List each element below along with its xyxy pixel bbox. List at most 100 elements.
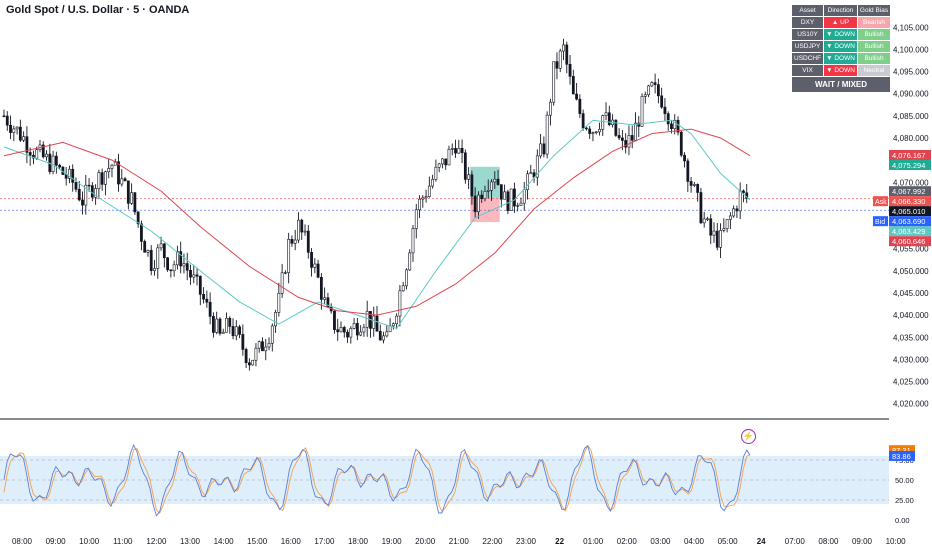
candle-body — [463, 152, 467, 180]
candles[interactable] — [2, 38, 749, 371]
candle — [54, 151, 58, 174]
x-tick-label: 07:00 — [785, 537, 806, 546]
candle-body — [643, 94, 647, 97]
candle-body — [225, 317, 228, 333]
x-tick-label: 22:00 — [482, 537, 503, 546]
candle — [607, 105, 611, 127]
candle-body — [686, 160, 690, 182]
candle — [686, 158, 690, 192]
y-tick-label: 4,030.000 — [893, 355, 929, 364]
candle-body — [653, 82, 657, 85]
x-tick-label: 09:00 — [852, 537, 873, 546]
candle — [290, 235, 294, 247]
candle — [591, 131, 595, 142]
candle-body — [306, 230, 310, 253]
candle — [251, 359, 255, 366]
x-tick-label: 09:00 — [46, 537, 67, 546]
candle — [68, 165, 71, 184]
candle — [719, 223, 722, 258]
candle — [457, 139, 461, 155]
candle — [588, 125, 592, 139]
moving-averages — [3, 119, 751, 329]
candle-body — [702, 218, 706, 224]
lightning-icon[interactable]: ⚡ — [741, 429, 756, 444]
candle-body — [656, 84, 660, 97]
x-tick-label: 16:00 — [281, 537, 302, 546]
candle — [382, 331, 385, 344]
candle-body — [120, 178, 124, 185]
y-tick-label: 4,025.000 — [893, 378, 929, 387]
candle-body — [503, 191, 507, 200]
candle-body — [74, 182, 78, 190]
candle-body — [212, 316, 215, 333]
candle — [94, 184, 98, 205]
header-direction: Direction — [824, 5, 857, 16]
candle — [225, 312, 228, 333]
candle — [706, 216, 709, 221]
candle — [310, 248, 313, 277]
candle-body — [221, 331, 225, 334]
candle-body — [529, 172, 533, 175]
x-tick-label: 17:00 — [314, 537, 335, 546]
price-marker-box — [889, 206, 931, 217]
candle — [303, 224, 307, 236]
y-tick-label: 4,080.000 — [893, 134, 929, 143]
price-marker-value: 4,067.992 — [892, 187, 925, 196]
x-tick-label: 10:00 — [886, 537, 907, 546]
price-marker-value: 4,066.330 — [892, 197, 925, 206]
candle — [143, 239, 147, 253]
price-marker-box — [889, 216, 931, 227]
candle-body — [391, 323, 395, 327]
candle-body — [427, 185, 431, 197]
grid — [0, 198, 889, 420]
candle-body — [467, 174, 471, 180]
candle — [261, 337, 264, 352]
price-marker-value: 4,075.294 — [892, 161, 925, 170]
candle — [205, 290, 209, 308]
candle — [149, 245, 153, 276]
candle-body — [310, 252, 313, 268]
candle — [336, 318, 340, 341]
candle — [454, 139, 457, 158]
candle-body — [198, 275, 202, 295]
candle-body — [68, 168, 71, 179]
candle-body — [149, 250, 153, 271]
candle-body — [123, 178, 127, 182]
candle — [388, 318, 392, 333]
candle-body — [588, 128, 592, 134]
candle — [257, 340, 261, 353]
candle — [503, 184, 507, 200]
candle-body — [676, 119, 680, 133]
candle-body — [35, 149, 39, 159]
candle — [414, 204, 418, 239]
candle — [355, 317, 359, 341]
candle — [467, 167, 471, 190]
candle — [444, 158, 448, 170]
candle-body — [28, 152, 32, 156]
candle-body — [408, 252, 412, 271]
candle-body — [630, 135, 634, 141]
candle-body — [421, 197, 425, 200]
candle — [22, 131, 26, 143]
candle-body — [159, 243, 163, 249]
candle — [421, 195, 425, 208]
osc-marker-box — [889, 450, 915, 461]
candle — [725, 219, 729, 233]
candle-body — [247, 362, 251, 366]
candle-body — [591, 132, 595, 134]
y-tick-label: 4,090.000 — [893, 90, 929, 99]
candle — [542, 136, 546, 158]
candle-body — [539, 143, 542, 157]
candle — [637, 116, 641, 138]
candle — [581, 109, 585, 131]
candle-body — [100, 172, 104, 185]
y-tick-label: 4,055.000 — [893, 245, 929, 254]
candle — [480, 190, 484, 203]
candle — [585, 126, 588, 131]
candle-body — [689, 181, 693, 186]
row-asset: US10Y — [792, 29, 824, 40]
candle-body — [234, 326, 238, 337]
candle-body — [499, 184, 503, 200]
candle — [208, 292, 212, 325]
